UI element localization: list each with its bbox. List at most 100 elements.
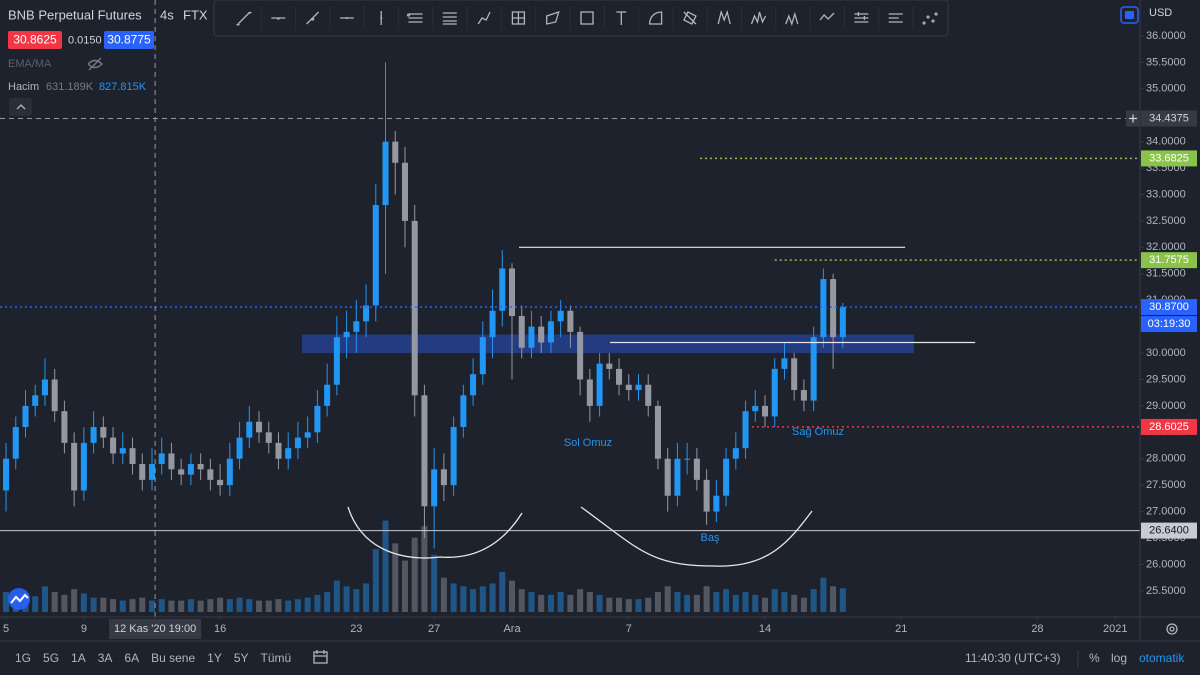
tool-icon[interactable] <box>339 17 354 19</box>
y-tick-label: 27.5000 <box>1146 479 1186 491</box>
legend-change: 0.0150 <box>68 34 102 46</box>
candle-body <box>324 384 331 406</box>
range-button[interactable]: 5Y <box>234 651 249 665</box>
volume-bar <box>713 592 720 612</box>
x-tick-label: 2021 <box>1103 623 1127 635</box>
tool-icon[interactable] <box>442 12 457 25</box>
tool-icon[interactable] <box>616 11 627 25</box>
volume-bar <box>596 594 603 612</box>
volume-bar <box>460 586 467 612</box>
volume-bar <box>800 597 807 612</box>
date-range-icon[interactable] <box>313 650 328 664</box>
candle-body <box>528 326 535 348</box>
candle-body <box>499 268 506 311</box>
volume-bar <box>90 597 97 612</box>
candle-body <box>538 326 545 343</box>
tool-icon[interactable] <box>750 11 767 25</box>
tool-icon[interactable] <box>546 10 560 25</box>
price-label-box <box>1141 150 1197 167</box>
collapse-legend[interactable] <box>9 98 32 116</box>
tool-icon[interactable] <box>888 13 903 23</box>
range-button[interactable]: Bu sene <box>151 651 195 665</box>
log-toggle[interactable]: log <box>1111 651 1127 665</box>
tool-icon[interactable] <box>785 11 799 27</box>
settings-button[interactable] <box>1120 6 1139 24</box>
tool-icon[interactable] <box>271 17 286 20</box>
range-button[interactable]: 1G <box>15 651 31 665</box>
volume-bar <box>791 594 798 612</box>
tool-icon[interactable] <box>717 9 731 25</box>
volume-bar <box>528 592 535 612</box>
tool-icon[interactable] <box>922 12 938 25</box>
bottom-bar: 1G 5G 1A 3A 6A Bu sene 1Y 5Y Tümü <box>15 651 291 665</box>
exchange: FTX <box>183 7 208 22</box>
volume-bar <box>538 594 545 612</box>
volume-bar <box>207 599 214 612</box>
price-label: 31.7575 <box>1149 254 1189 266</box>
currency: USD <box>1149 7 1172 19</box>
auto-toggle[interactable]: otomatik <box>1139 651 1185 665</box>
candle-body <box>51 379 58 412</box>
x-tick-label: 14 <box>759 623 771 635</box>
candle-body <box>830 279 837 338</box>
volume-bar <box>703 586 710 612</box>
countdown: 03:19:30 <box>1148 318 1191 330</box>
x-tick-label: Ara <box>503 623 521 635</box>
x-tick-label: 27 <box>428 623 440 635</box>
tool-icon[interactable] <box>580 11 594 25</box>
volume-bar <box>71 589 78 612</box>
range-button[interactable]: 5G <box>43 651 59 665</box>
tool-icon[interactable] <box>819 12 835 21</box>
y-tick-label: 26.0000 <box>1146 558 1186 570</box>
tool-icon[interactable] <box>406 13 423 23</box>
volume-bar <box>781 592 788 612</box>
clock: 11:40:30 (UTC+3) <box>965 651 1061 665</box>
tool-icon[interactable] <box>477 11 491 25</box>
volume-bar <box>470 589 477 612</box>
candle-body <box>119 448 126 454</box>
range-button[interactable]: 1Y <box>207 651 222 665</box>
volume-bar <box>732 594 739 612</box>
logo[interactable] <box>8 588 30 610</box>
volume-bar <box>100 597 107 612</box>
price-label-box <box>1141 418 1197 435</box>
candle-body <box>236 437 243 459</box>
range-button[interactable]: 6A <box>124 651 139 665</box>
tool-icon[interactable] <box>236 11 252 26</box>
volume-bar <box>616 597 623 612</box>
range-button[interactable]: 1A <box>71 651 86 665</box>
candle-body <box>616 368 623 385</box>
candle-body <box>752 405 759 412</box>
tool-icon[interactable] <box>683 11 697 25</box>
volume-bar <box>499 572 506 612</box>
candle-body <box>158 453 165 465</box>
tool-icon[interactable] <box>511 11 526 25</box>
tool-icon[interactable] <box>380 11 383 25</box>
candle-body <box>654 405 661 459</box>
candle-body <box>256 421 263 433</box>
volume-bar <box>343 586 350 612</box>
tool-icon[interactable] <box>306 11 320 25</box>
volume-bar <box>674 592 681 612</box>
candle-body <box>557 310 564 322</box>
volume-bar <box>489 583 496 612</box>
price-label: 30.8700 <box>1149 301 1189 313</box>
hide-icon[interactable] <box>87 57 103 71</box>
tool-icon[interactable] <box>854 12 869 23</box>
volume-bar <box>246 599 253 612</box>
volume-bar <box>508 580 516 612</box>
range-button[interactable]: Tümü <box>261 651 292 665</box>
volume-bar <box>187 599 194 612</box>
candle-body <box>187 464 194 475</box>
volume-bar <box>411 537 418 612</box>
candle-body <box>664 458 671 496</box>
candle-body <box>547 321 554 343</box>
tool-icon[interactable] <box>648 11 663 25</box>
percent-toggle[interactable]: % <box>1089 651 1100 665</box>
candle-body <box>314 405 321 433</box>
volume-bar <box>577 589 584 612</box>
range-button[interactable]: 3A <box>98 651 113 665</box>
crosshair-x-label: 12 Kas '20 19:00 <box>114 623 196 635</box>
axis-settings[interactable] <box>1166 623 1178 635</box>
x-tick-label: 5 <box>3 623 9 635</box>
